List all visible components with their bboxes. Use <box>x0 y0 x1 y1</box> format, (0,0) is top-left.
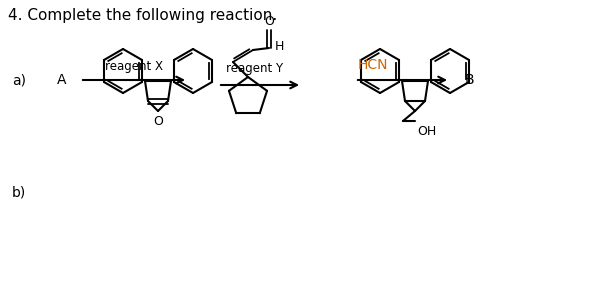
Text: HCN: HCN <box>358 58 388 72</box>
Text: OH: OH <box>417 125 436 138</box>
Text: reagent Y: reagent Y <box>226 62 284 75</box>
Text: B: B <box>465 73 475 87</box>
Text: H: H <box>275 40 284 54</box>
Text: 4. Complete the following reaction.: 4. Complete the following reaction. <box>8 8 277 23</box>
Text: A: A <box>57 73 67 87</box>
Text: O: O <box>264 15 274 28</box>
Text: reagent X: reagent X <box>105 60 163 73</box>
Text: a): a) <box>12 73 26 87</box>
Text: b): b) <box>12 186 26 200</box>
Text: O: O <box>153 115 163 128</box>
